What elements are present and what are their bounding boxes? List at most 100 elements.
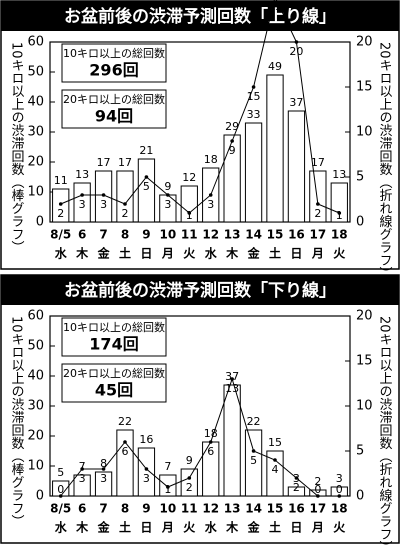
bar-value-label: 7	[164, 460, 171, 473]
bar-value-label: 49	[268, 60, 282, 73]
x-tick-label: 8	[121, 228, 129, 242]
y-tick-label: 30	[27, 399, 44, 414]
bar-value-label: 15	[268, 436, 282, 449]
total-box-value: 45回	[95, 381, 133, 400]
total-box-label: 10キロ以上の総回数	[63, 46, 165, 60]
bar	[223, 134, 241, 223]
bar	[116, 170, 134, 223]
weekday-label: 金	[247, 520, 261, 535]
y2-tick-label: 10	[356, 125, 373, 140]
line-marker	[80, 467, 84, 471]
line-value-label: 0	[314, 483, 321, 496]
y-tick-label: 0	[36, 215, 44, 230]
x-tick-label: 16	[288, 502, 305, 516]
line-value-label: 25	[268, 0, 282, 13]
bar	[287, 486, 306, 497]
weekday-label: 金	[97, 520, 111, 535]
line-marker	[101, 467, 106, 471]
bar-value-label: 13	[332, 168, 346, 181]
line-value-label: 3	[100, 198, 107, 211]
bar-value-label: 29	[225, 120, 239, 133]
line-value-label: 1	[186, 209, 193, 222]
x-tick-label: 17	[310, 228, 327, 242]
y2-tick-label: 5	[356, 170, 364, 185]
line-value-label: 6	[122, 445, 129, 458]
y-tick-label: 10	[27, 459, 44, 474]
line-marker	[58, 202, 63, 206]
weekday-label: 日	[290, 247, 302, 261]
bar-value-label: 2	[314, 475, 321, 488]
line-value-label: 9	[229, 144, 236, 157]
bar-value-label: 16	[139, 433, 153, 446]
total-box-value: 174回	[89, 335, 138, 354]
bar	[287, 110, 306, 223]
weekday-label: 月	[311, 521, 324, 535]
weekday-label: 火	[333, 247, 346, 261]
bar	[309, 170, 327, 223]
weekday-label: 木	[225, 246, 239, 261]
x-tick-label: 12	[202, 228, 219, 242]
y-tick-label: 20	[27, 429, 44, 444]
x-tick-label: 7	[99, 502, 107, 516]
weekday-label: 月	[161, 521, 174, 535]
x-tick-label: 13	[224, 228, 241, 242]
line-marker	[294, 476, 299, 480]
x-tick-label: 11	[181, 228, 198, 242]
y-tick-label: 30	[27, 125, 44, 140]
line-value-label: 6	[207, 445, 214, 458]
x-tick-label: 13	[224, 502, 241, 516]
line-marker	[273, 458, 277, 462]
bar	[244, 122, 263, 223]
y2-tick-label: 5	[356, 444, 364, 459]
total-box	[61, 43, 167, 83]
line-value-label: 20	[289, 45, 303, 58]
x-tick-label: 10	[160, 228, 177, 242]
x-tick-label: 10	[160, 502, 177, 516]
bar-value-label: 37	[225, 370, 239, 383]
chart-title: お盆前後の渋滞予測回数「上り線」	[64, 6, 336, 27]
y-tick-label: 50	[27, 339, 44, 354]
line-value-label: 3	[79, 472, 86, 485]
y2-tick-label: 0	[356, 489, 364, 504]
weekday-label: 土	[119, 246, 131, 261]
bar	[94, 471, 113, 497]
bar-value-label: 21	[139, 144, 153, 157]
y2-axis-title: 20キロ以上の渋滞回数（折れ線グラフ）	[377, 316, 393, 545]
x-tick-label: 6	[78, 228, 86, 242]
bar-value-label: 7	[79, 460, 86, 473]
weekday-label: 火	[333, 521, 346, 535]
weekday-label: 火	[183, 247, 196, 261]
line-value-label: 1	[336, 209, 343, 222]
line-marker	[58, 494, 63, 498]
weekday-label: 金	[247, 246, 261, 261]
bar-value-label: 17	[118, 156, 132, 169]
weekday-label: 月	[311, 247, 324, 261]
bar-value-label: 22	[247, 415, 261, 428]
title-bar	[1, 275, 399, 305]
line-value-label: 4	[272, 463, 279, 476]
bar-value-label: 17	[311, 156, 325, 169]
y2-tick-label: 15	[356, 80, 373, 95]
y-tick-label: 10	[27, 185, 44, 200]
bar-value-label: 5	[57, 466, 64, 479]
bar	[137, 447, 156, 497]
total-box	[61, 317, 167, 357]
line-marker	[144, 175, 149, 179]
y2-tick-label: 10	[356, 399, 373, 414]
bar-value-label: 17	[97, 156, 111, 169]
x-tick-label: 8/5	[50, 502, 71, 516]
x-tick-label: 6	[78, 502, 86, 516]
bar	[73, 474, 91, 497]
line-value-label: 3	[143, 472, 150, 485]
y-tick-label: 0	[36, 489, 44, 504]
line-marker	[80, 193, 84, 197]
line-value-label: 3	[79, 198, 86, 211]
x-tick-label: 11	[181, 502, 198, 516]
title-bar	[1, 1, 399, 31]
bar	[180, 468, 198, 497]
bar-value-label: 13	[75, 168, 89, 181]
line-value-label: 1	[164, 483, 171, 496]
weekday-label: 土	[119, 520, 131, 535]
line	[60, 0, 340, 214]
x-tick-label: 9	[142, 502, 150, 516]
